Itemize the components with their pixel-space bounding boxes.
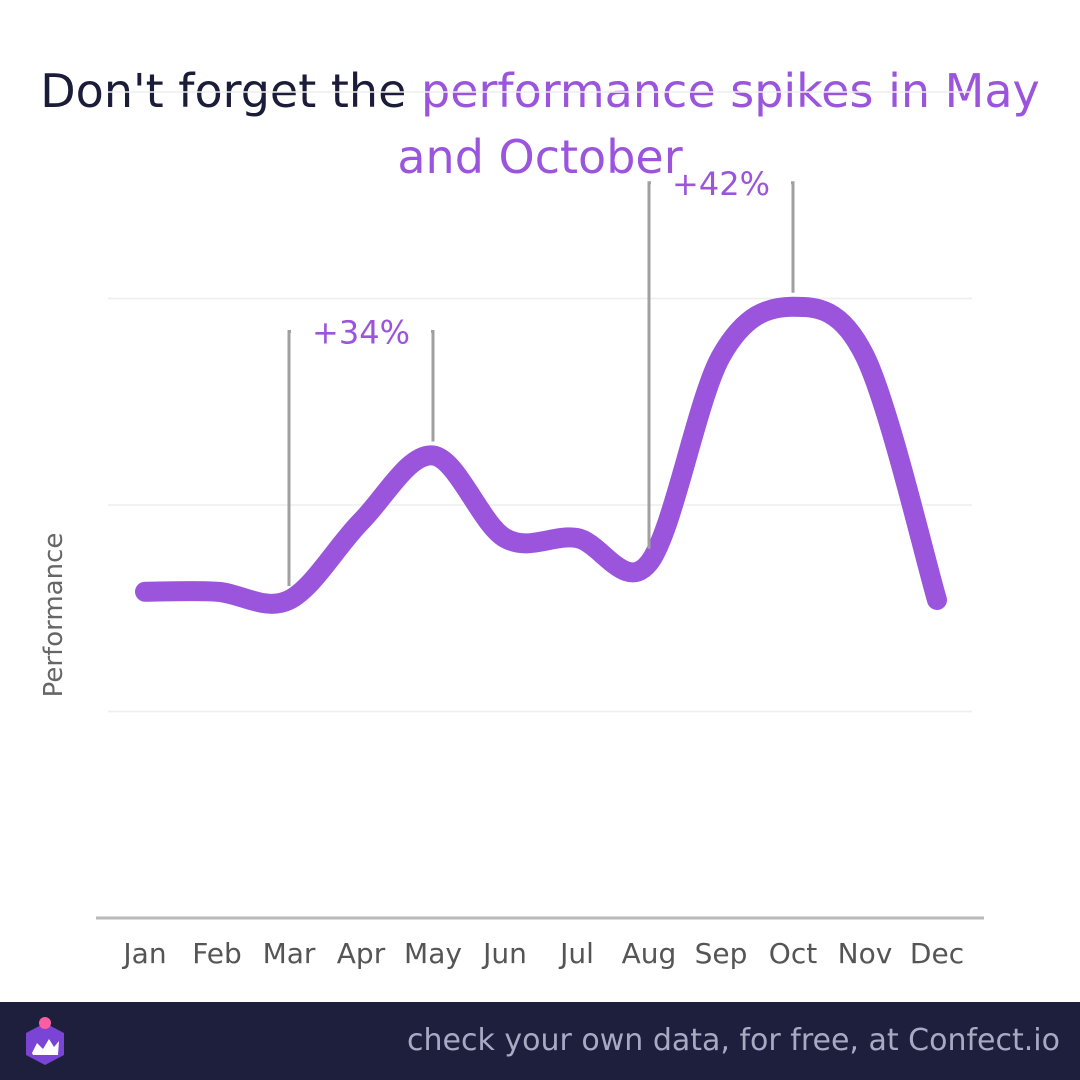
x-tick-label: Jan [121, 937, 166, 970]
performance-series-line [135, 296, 947, 614]
x-tick-label: Jun [481, 937, 527, 970]
title-part-dark: Don't forget the [40, 64, 422, 118]
x-tick-label: Dec [910, 937, 964, 970]
x-tick-label: Feb [192, 937, 242, 970]
x-tick-labels: Jan Feb Mar Apr May Jun Jul Aug Sep Oct Nov Dec [121, 937, 964, 970]
annotations: +34% +42% [287, 165, 795, 586]
annotation-bracket: +42% [647, 165, 795, 549]
grid-lines [108, 91, 972, 713]
confect-logo-icon [26, 1017, 64, 1065]
x-tick-label: Apr [337, 937, 386, 970]
footer-text: check your own data, for free, at Confec… [407, 1023, 1060, 1058]
x-tick-label: May [404, 937, 462, 970]
y-axis-label: Performance [39, 533, 69, 698]
footer-bar: check your own data, for free, at Confec… [0, 1002, 1080, 1080]
x-tick-label: Sep [695, 937, 748, 970]
annotation-label: +42% [672, 165, 770, 203]
x-tick-label: Aug [622, 937, 677, 970]
annotation-bracket-line [287, 329, 435, 586]
x-tick-label: Jul [558, 937, 594, 970]
annotation-bracket-line [647, 181, 795, 549]
x-tick-label: Oct [769, 937, 817, 970]
x-tick-label: Mar [263, 937, 316, 970]
annotation-label: +34% [312, 313, 410, 351]
x-tick-label: Nov [838, 937, 893, 970]
chart-title: Don't forget the performance spikes in M… [0, 58, 1080, 190]
annotation-bracket: +34% [287, 313, 435, 586]
title-part-accent: performance spikes in May and October [397, 64, 1040, 184]
line-chart: Performance Jan Feb Mar Apr May Jun Jul Aug Sep O… [39, 91, 984, 970]
